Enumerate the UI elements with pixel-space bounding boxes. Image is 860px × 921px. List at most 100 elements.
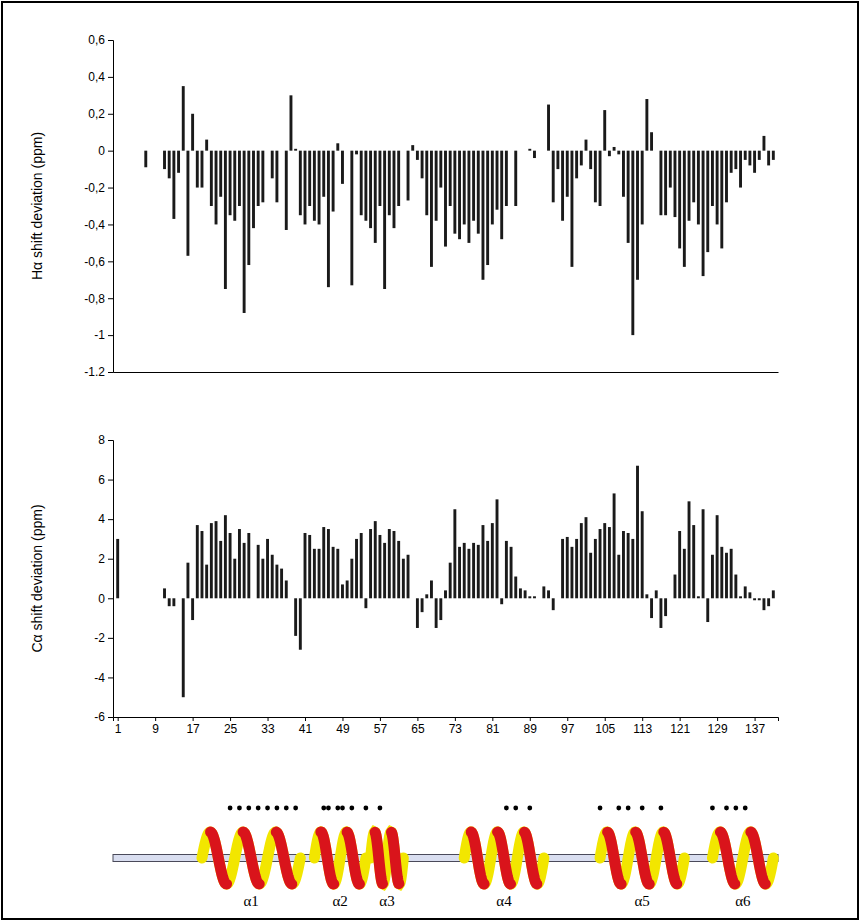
bar [533, 596, 536, 598]
bar [275, 565, 278, 599]
bar [355, 539, 358, 598]
bar [767, 151, 770, 166]
bar [322, 527, 325, 598]
bar [697, 596, 700, 598]
axis-title: Cα shift deviation (ppm) [29, 504, 45, 652]
tick-label: -1 [94, 328, 105, 342]
axis-line [114, 372, 779, 373]
bar [304, 151, 307, 225]
bar [238, 151, 241, 206]
tick: 49 [336, 717, 350, 736]
contact-dot [640, 806, 645, 811]
tick-label: 57 [374, 722, 388, 736]
bar [247, 533, 250, 598]
bar [711, 555, 714, 599]
bar [196, 151, 199, 188]
bar [702, 509, 705, 598]
contact-dot [527, 806, 532, 811]
tick-mark [108, 114, 113, 115]
tick: 0,6 [88, 33, 113, 47]
bar [397, 541, 400, 598]
tick: 129 [708, 717, 728, 736]
bars [116, 466, 775, 697]
bar [524, 590, 527, 598]
tick: 0,4 [88, 70, 113, 84]
bar [172, 598, 175, 606]
bar [641, 151, 644, 225]
tick-mark [108, 261, 113, 262]
bar [393, 531, 396, 598]
bar [453, 509, 456, 598]
bar [716, 151, 719, 225]
contact-dot [335, 806, 340, 811]
bar [355, 151, 358, 155]
contact-dot [733, 806, 738, 811]
tick-label: -6 [94, 710, 105, 724]
bar [275, 151, 278, 203]
bar [388, 151, 391, 216]
bar [748, 151, 751, 166]
bar [748, 592, 751, 598]
bar [271, 555, 274, 599]
tick: -1.2 [84, 365, 113, 379]
bar [758, 151, 761, 160]
helix-front [391, 832, 398, 883]
tick-mark [108, 298, 113, 299]
tick-label: -0,2 [84, 181, 105, 195]
tick-label: -2 [94, 631, 105, 645]
bar [650, 598, 653, 618]
bar [645, 99, 648, 151]
bar [229, 533, 232, 598]
bar [617, 555, 620, 599]
helix-label: α6 [735, 893, 751, 909]
x-axis [114, 372, 779, 373]
bar [243, 543, 246, 598]
tick-label: 25 [224, 722, 238, 736]
axis-line [108, 41, 114, 373]
bar [678, 531, 681, 598]
tick-mark [108, 559, 113, 560]
tick-label: 0 [98, 592, 105, 606]
bar [477, 151, 480, 234]
bar [411, 145, 414, 151]
bar [608, 527, 611, 598]
bar [528, 149, 531, 151]
bar [210, 523, 213, 598]
bar [636, 151, 639, 280]
helix-front [664, 832, 677, 884]
bar [271, 151, 274, 179]
bar [589, 151, 592, 169]
bar [341, 584, 344, 598]
bar [570, 547, 573, 598]
bar [730, 151, 733, 173]
bar [360, 151, 363, 216]
bar [641, 511, 644, 598]
figure: 0,60,40,20-0,2-0,4-0,6-0,8-1-1.2Hα shift… [0, 0, 860, 921]
bar [336, 143, 339, 150]
bar [224, 151, 227, 289]
bar [552, 151, 555, 203]
bar [603, 523, 606, 598]
helix-front [498, 832, 511, 884]
contact-dot [256, 806, 261, 811]
contact-dot [321, 806, 326, 811]
tick-mark [108, 335, 113, 336]
tick-mark [380, 717, 381, 721]
helix-label: α3 [379, 893, 394, 909]
bar [261, 559, 264, 599]
bar [388, 529, 391, 598]
tick: 6 [98, 473, 113, 487]
bar [730, 549, 733, 598]
bar [257, 151, 260, 206]
bar [585, 140, 588, 151]
bar [294, 149, 297, 151]
helix-back [600, 832, 684, 884]
tick-mark [717, 717, 718, 721]
helix-front [720, 832, 734, 884]
panel: 86420-2-4-619172533414957657381899710511… [29, 433, 779, 735]
bar [650, 132, 653, 150]
tick-mark [108, 638, 113, 639]
y-axis: 86420-2-4-6 [94, 433, 113, 724]
bar [374, 151, 377, 243]
bar [205, 565, 208, 599]
